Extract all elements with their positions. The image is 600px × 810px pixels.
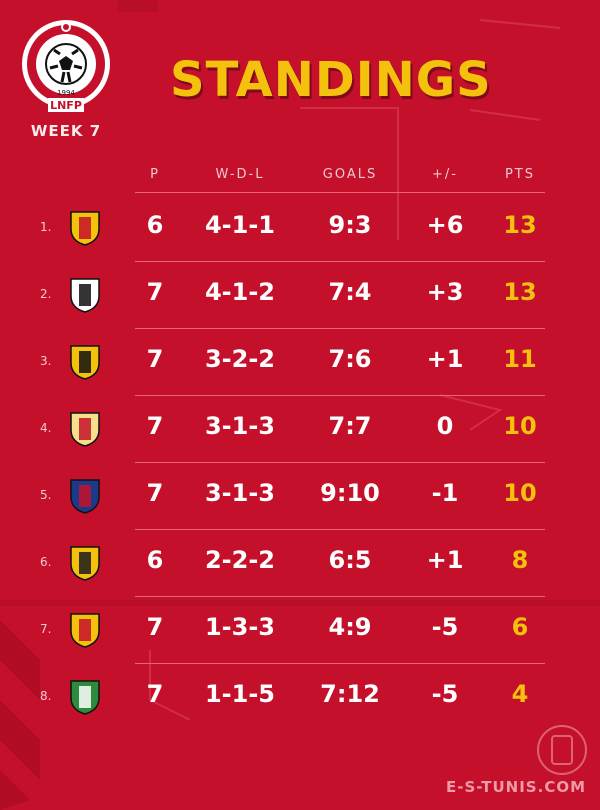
played: 6	[146, 211, 164, 239]
goal-diff: -5	[431, 680, 459, 708]
ust-crest-icon	[70, 479, 100, 514]
rank: 4.	[40, 421, 52, 435]
rank: 3.	[40, 354, 52, 368]
table-row: 7. 7 1-3-3 4:9 -5 6	[0, 597, 600, 663]
played: 7	[146, 278, 164, 306]
played: 7	[146, 680, 164, 708]
points: 4	[511, 680, 529, 708]
cshl-crest-icon	[70, 680, 100, 715]
points: 10	[503, 479, 537, 507]
table-row: 3. 7 3-2-2 7:6 +1 11	[0, 329, 600, 395]
wdl: 1-1-5	[204, 680, 276, 708]
watermark-crest-icon	[537, 725, 587, 775]
points: 6	[511, 613, 529, 641]
rank: 5.	[40, 488, 52, 502]
wdl: 2-2-2	[204, 546, 276, 574]
row-separator	[135, 395, 545, 396]
goals: 7:6	[328, 345, 372, 373]
est-crest-icon	[70, 546, 100, 581]
wdl: 3-2-2	[204, 345, 276, 373]
goals: 7:4	[328, 278, 372, 306]
played: 7	[146, 479, 164, 507]
css-crest-icon	[70, 278, 100, 313]
header-separator	[135, 192, 545, 193]
column-header-diff: +/-	[432, 167, 458, 182]
row-separator	[135, 462, 545, 463]
logo-year: 1994	[57, 89, 75, 97]
goals: 9:3	[328, 211, 372, 239]
points: 13	[503, 211, 537, 239]
table-row: 6. 6 2-2-2 6:5 +1 8	[0, 530, 600, 596]
goals: 9:10	[320, 479, 380, 507]
usm-crest-icon	[70, 412, 100, 447]
page-title: STANDINGS	[170, 52, 492, 108]
column-header-pts: PTS	[504, 167, 536, 182]
wdl: 4-1-2	[204, 278, 276, 306]
points: 10	[503, 412, 537, 440]
es-zarzis-crest-icon	[70, 613, 100, 648]
played: 7	[146, 613, 164, 641]
table-row: 1. 6 4-1-1 9:3 +6 13	[0, 195, 600, 261]
goal-diff: 0	[436, 412, 454, 440]
usmo-crest-icon	[70, 345, 100, 380]
row-separator	[135, 261, 545, 262]
played: 7	[146, 345, 164, 373]
played: 7	[146, 412, 164, 440]
goal-diff: -1	[431, 479, 459, 507]
table-row: 4. 7 3-1-3 7:7 0 10	[0, 396, 600, 462]
column-header-goals: GOALS	[322, 167, 378, 182]
column-header-p: P	[150, 167, 160, 182]
goal-diff: +1	[426, 345, 464, 373]
column-header-wdl: W-D-L	[215, 167, 265, 182]
rank: 6.	[40, 555, 52, 569]
footer-site: E-S-TUNIS.COM	[445, 778, 586, 796]
lnfp-logo-icon: LNFP 1994	[22, 20, 110, 112]
esperance-crest-icon	[70, 211, 100, 246]
points: 13	[503, 278, 537, 306]
points: 11	[503, 345, 537, 373]
rank: 1.	[40, 220, 52, 234]
goal-diff: +6	[426, 211, 464, 239]
goals: 6:5	[328, 546, 372, 574]
row-separator	[135, 596, 545, 597]
goal-diff: +1	[426, 546, 464, 574]
goals: 7:12	[320, 680, 380, 708]
table-row: 5. 7 3-1-3 9:10 -1 10	[0, 463, 600, 529]
rank: 2.	[40, 287, 52, 301]
table-row: 2. 7 4-1-2 7:4 +3 13	[0, 262, 600, 328]
row-separator	[135, 529, 545, 530]
goal-diff: +3	[426, 278, 464, 306]
table-row: 8. 7 1-1-5 7:12 -5 4	[0, 664, 600, 730]
goal-diff: -5	[431, 613, 459, 641]
goals: 7:7	[328, 412, 372, 440]
logo-text: LNFP	[50, 99, 82, 112]
row-separator	[135, 328, 545, 329]
wdl: 1-3-3	[204, 613, 276, 641]
week-label: WEEK 7	[30, 122, 102, 140]
goals: 4:9	[328, 613, 372, 641]
points: 8	[511, 546, 529, 574]
rank: 8.	[40, 689, 52, 703]
played: 6	[146, 546, 164, 574]
wdl: 3-1-3	[204, 412, 276, 440]
wdl: 4-1-1	[204, 211, 276, 239]
row-separator	[135, 663, 545, 664]
wdl: 3-1-3	[204, 479, 276, 507]
rank: 7.	[40, 622, 52, 636]
